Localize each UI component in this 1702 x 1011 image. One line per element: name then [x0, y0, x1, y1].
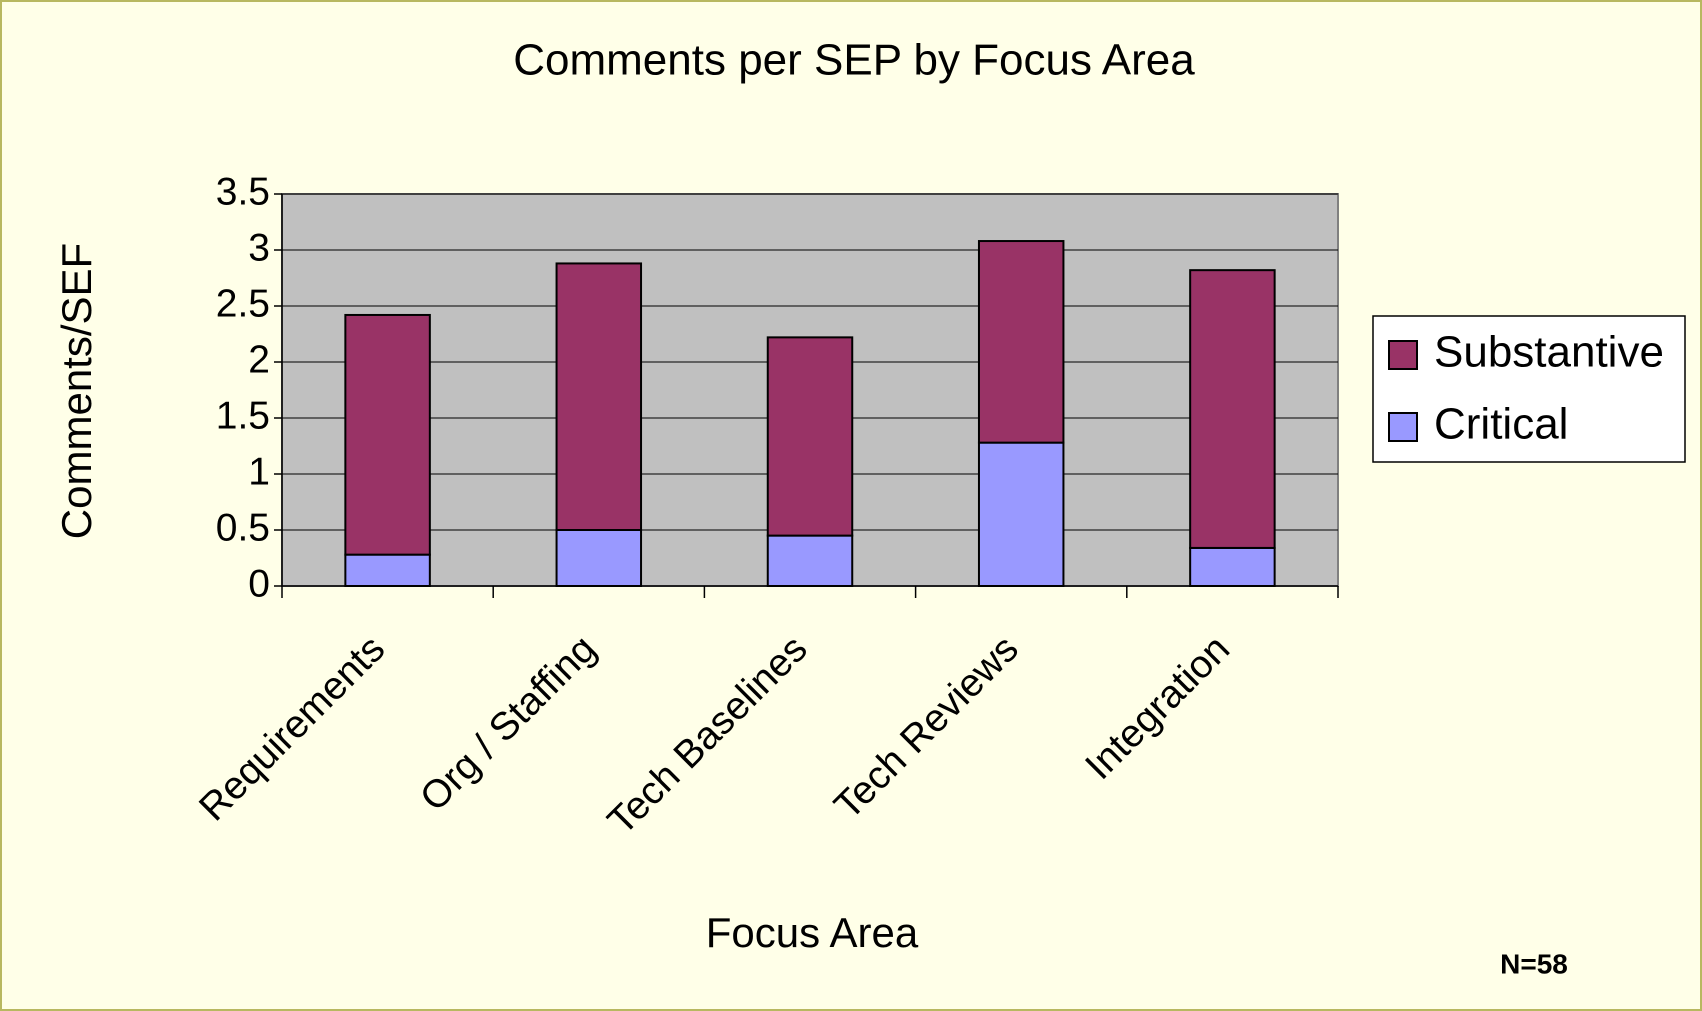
bar-segment [555, 529, 643, 587]
bar-segment [766, 336, 854, 537]
y-tick-label: 0 [248, 562, 270, 605]
bar-segment [766, 534, 854, 587]
legend-swatch [1388, 412, 1418, 442]
y-tick-label: 1 [248, 450, 270, 493]
bar-segment [344, 313, 431, 556]
legend [1372, 315, 1686, 463]
annotation: N=58 [1500, 948, 1568, 979]
y-tick-label: 0.5 [216, 506, 270, 549]
y-axis-title: Comments/SEF [53, 243, 100, 539]
bar-segment [977, 441, 1065, 588]
bar-segment [555, 262, 643, 531]
y-tick-label: 2.5 [216, 282, 270, 325]
y-tick-label: 3 [248, 226, 270, 269]
bar-segment [977, 240, 1065, 444]
legend-swatch [1388, 340, 1418, 370]
x-axis-title: Focus Area [706, 909, 919, 956]
legend-label: Critical [1434, 400, 1568, 449]
legend-label: Substantive [1434, 328, 1664, 377]
bar-segment [1189, 269, 1276, 549]
y-tick-label: 1.5 [216, 394, 270, 437]
y-tick-label: 2 [248, 338, 270, 381]
chart-title: Comments per SEP by Focus Area [513, 36, 1195, 85]
y-tick-label: 3.5 [216, 170, 270, 213]
bar-segment [344, 553, 431, 588]
bar-segment [1189, 546, 1276, 587]
